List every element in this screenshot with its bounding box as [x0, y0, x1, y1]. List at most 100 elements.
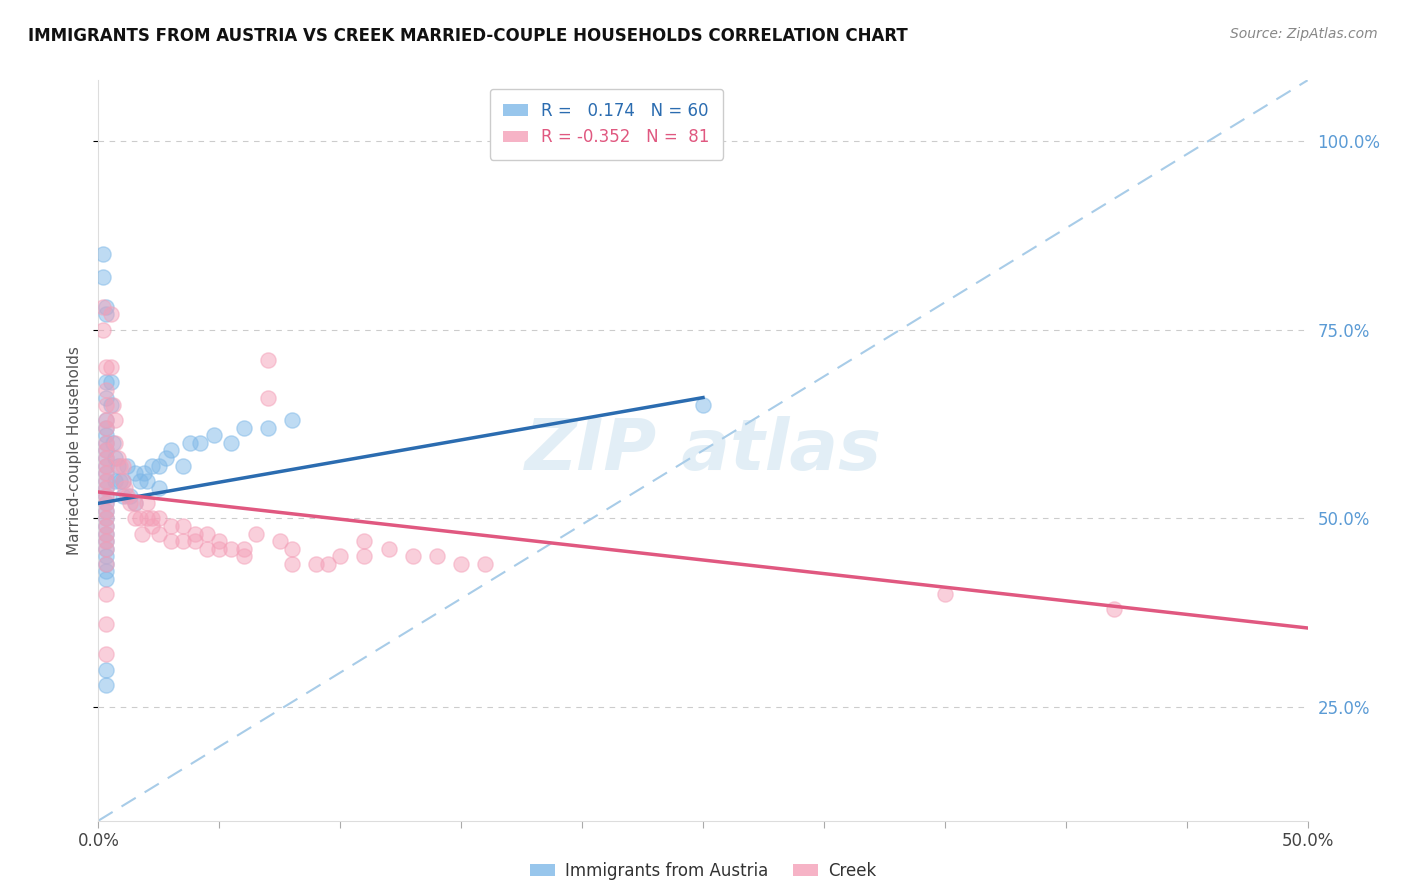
Point	[141, 511, 163, 525]
Point	[94, 443, 117, 458]
Point	[148, 526, 170, 541]
Point	[353, 534, 375, 549]
Point	[281, 557, 304, 571]
Point	[94, 496, 117, 510]
Point	[934, 587, 956, 601]
Point	[104, 450, 127, 465]
Point	[208, 534, 231, 549]
Point	[135, 496, 157, 510]
Point	[148, 481, 170, 495]
Point	[94, 450, 117, 465]
Point	[94, 587, 117, 601]
Point	[155, 450, 177, 465]
Point	[94, 391, 117, 405]
Point	[94, 474, 117, 488]
Text: IMMIGRANTS FROM AUSTRIA VS CREEK MARRIED-COUPLE HOUSEHOLDS CORRELATION CHART: IMMIGRANTS FROM AUSTRIA VS CREEK MARRIED…	[28, 27, 908, 45]
Point	[184, 534, 207, 549]
Point	[118, 496, 141, 510]
Point	[94, 519, 117, 533]
Point	[94, 458, 117, 473]
Point	[172, 458, 194, 473]
Point	[94, 466, 117, 480]
Point	[111, 458, 134, 473]
Point	[232, 541, 254, 556]
Point	[134, 466, 156, 480]
Point	[100, 360, 122, 375]
Point	[188, 436, 211, 450]
Point	[111, 474, 134, 488]
Point	[94, 526, 117, 541]
Point	[131, 526, 153, 541]
Point	[117, 458, 139, 473]
Point	[94, 534, 117, 549]
Point	[305, 557, 328, 571]
Point	[94, 428, 117, 442]
Point	[94, 648, 117, 662]
Point	[100, 398, 122, 412]
Point	[94, 398, 117, 412]
Point	[94, 496, 117, 510]
Point	[208, 541, 231, 556]
Point	[94, 526, 117, 541]
Point	[474, 557, 496, 571]
Point	[94, 511, 117, 525]
Point	[94, 565, 117, 579]
Point	[148, 511, 170, 525]
Point	[94, 300, 117, 314]
Point	[94, 617, 117, 632]
Point	[94, 458, 117, 473]
Point	[94, 421, 117, 435]
Legend: Immigrants from Austria, Creek: Immigrants from Austria, Creek	[523, 855, 883, 887]
Point	[104, 474, 127, 488]
Point	[94, 383, 117, 397]
Point	[94, 481, 117, 495]
Point	[94, 541, 117, 556]
Point	[94, 421, 117, 435]
Point	[94, 504, 117, 518]
Point	[94, 549, 117, 564]
Point	[94, 678, 117, 692]
Point	[141, 519, 163, 533]
Point	[172, 519, 194, 533]
Point	[94, 541, 117, 556]
Point	[101, 436, 124, 450]
Point	[107, 450, 129, 465]
Text: Source: ZipAtlas.com: Source: ZipAtlas.com	[1230, 27, 1378, 41]
Point	[256, 421, 278, 435]
Point	[692, 398, 714, 412]
Point	[450, 557, 472, 571]
Point	[179, 436, 201, 450]
Point	[94, 466, 117, 480]
Point	[94, 489, 117, 503]
Point	[135, 474, 157, 488]
Point	[232, 549, 254, 564]
Point	[101, 398, 124, 412]
Point	[148, 458, 170, 473]
Point	[128, 511, 150, 525]
Point	[281, 413, 304, 427]
Point	[111, 474, 134, 488]
Point	[94, 413, 117, 427]
Point	[269, 534, 291, 549]
Point	[256, 391, 278, 405]
Point	[245, 526, 267, 541]
Point	[160, 443, 183, 458]
Point	[402, 549, 425, 564]
Point	[377, 541, 399, 556]
Point	[94, 474, 117, 488]
Point	[172, 534, 194, 549]
Point	[94, 489, 117, 503]
Point	[91, 269, 114, 284]
Point	[104, 436, 127, 450]
Point	[1102, 602, 1125, 616]
Point	[108, 458, 131, 473]
Point	[94, 511, 117, 525]
Point	[94, 450, 117, 465]
Point	[141, 458, 163, 473]
Point	[94, 481, 117, 495]
Point	[108, 474, 131, 488]
Point	[94, 413, 117, 427]
Point	[221, 541, 243, 556]
Point	[353, 549, 375, 564]
Point	[94, 557, 117, 571]
